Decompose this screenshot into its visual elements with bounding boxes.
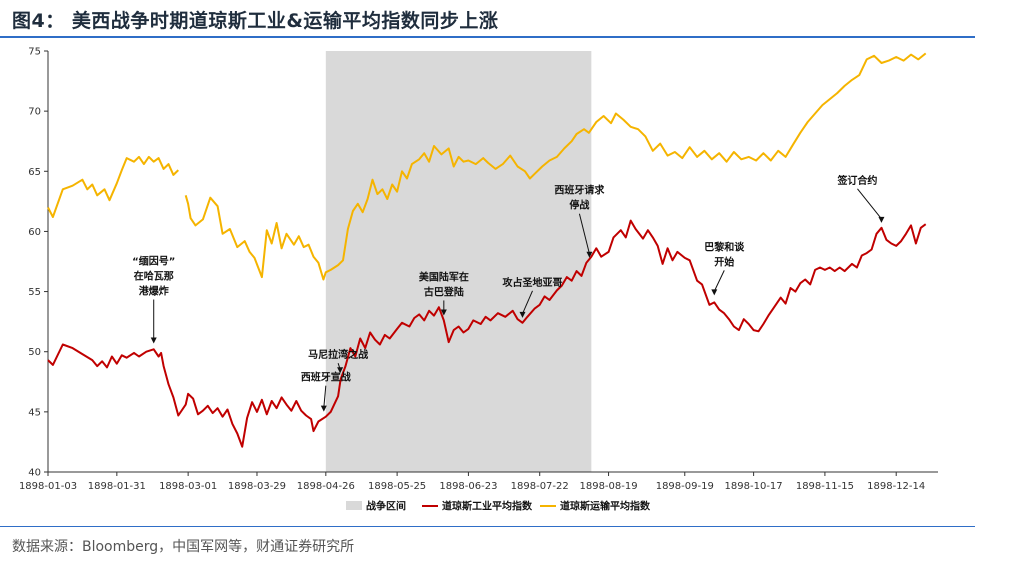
annotation-arrowhead [320, 405, 327, 412]
annotation-label: 停战 [569, 199, 589, 212]
x-tick-label: 1898-01-03 [19, 481, 77, 492]
x-tick-label: 1898-05-25 [368, 481, 426, 492]
y-tick-label: 55 [28, 287, 41, 298]
war-period-band [325, 51, 592, 472]
series-line-1 [47, 219, 927, 448]
chart-title: 图4： 美西战争时期道琼斯工业&运输平均指数同步上涨 [12, 10, 499, 32]
legend-label-series-1: 道琼斯工业平均指数 [442, 500, 533, 513]
annotation-label: 开始 [714, 255, 734, 268]
x-tick-label: 1898-04-26 [297, 481, 355, 492]
annotation-label: 西班牙请求 [554, 184, 605, 197]
annotation-label: 西班牙宣战 [301, 371, 351, 384]
x-tick-label: 1898-03-29 [228, 481, 286, 492]
title-divider [0, 36, 975, 38]
annotation-arrowhead [878, 216, 885, 223]
x-tick-label: 1898-06-23 [439, 481, 497, 492]
x-tick-label: 1898-09-19 [656, 481, 714, 492]
annotation-label: “缅因号” [132, 255, 175, 268]
legend-swatch-war-period [346, 501, 362, 510]
x-tick-label: 1898-08-19 [579, 481, 637, 492]
y-tick-label: 45 [28, 407, 41, 418]
annotation-arrow [857, 188, 882, 220]
annotation-arrowhead [150, 337, 157, 344]
annotation-label: 古巴登陆 [424, 285, 464, 298]
annotation-label: 美国陆军在 [419, 270, 469, 283]
annotation-arrow [578, 213, 590, 254]
annotation-arrow [323, 385, 327, 408]
annotation-label: 签订合约 [836, 174, 877, 187]
legend-label-series-2: 道琼斯运输平均指数 [560, 500, 651, 513]
source-note: 数据来源：Bloomberg，中国军网等，财通证券研究所 [12, 539, 355, 555]
annotation-label: 在哈瓦那 [134, 270, 174, 283]
annotation-label: 港爆炸 [139, 285, 169, 298]
annotation-arrow [713, 270, 725, 292]
x-tick-label: 1898-11-15 [796, 481, 854, 492]
legend-label-war-period: 战争区间 [366, 500, 406, 513]
y-tick-label: 40 [28, 468, 41, 479]
annotation-arrowhead [519, 311, 526, 318]
annotation-arrowhead [586, 251, 593, 258]
annotation-label: 攻占圣地亚哥 [503, 276, 563, 289]
annotation-label: 巴黎和谈 [704, 240, 745, 253]
series-line-2 [47, 52, 927, 281]
x-tick-label: 1898-10-17 [725, 481, 783, 492]
x-tick-label: 1898-07-22 [511, 481, 569, 492]
annotation-arrow [522, 290, 533, 315]
y-tick-label: 65 [28, 167, 41, 178]
annotation-arrowhead [711, 289, 718, 296]
x-tick-label: 1898-03-01 [159, 481, 217, 492]
y-tick-label: 60 [28, 227, 41, 238]
annotation-arrowhead [440, 309, 447, 316]
y-tick-label: 75 [28, 47, 41, 58]
footer-divider [0, 526, 975, 527]
x-tick-label: 1898-01-31 [88, 481, 146, 492]
annotation-label: 马尼拉湾之战 [308, 348, 368, 361]
x-tick-label: 1898-12-14 [867, 481, 925, 492]
y-tick-label: 70 [28, 107, 41, 118]
annotation-arrowhead [337, 367, 344, 374]
y-tick-label: 50 [28, 347, 41, 358]
